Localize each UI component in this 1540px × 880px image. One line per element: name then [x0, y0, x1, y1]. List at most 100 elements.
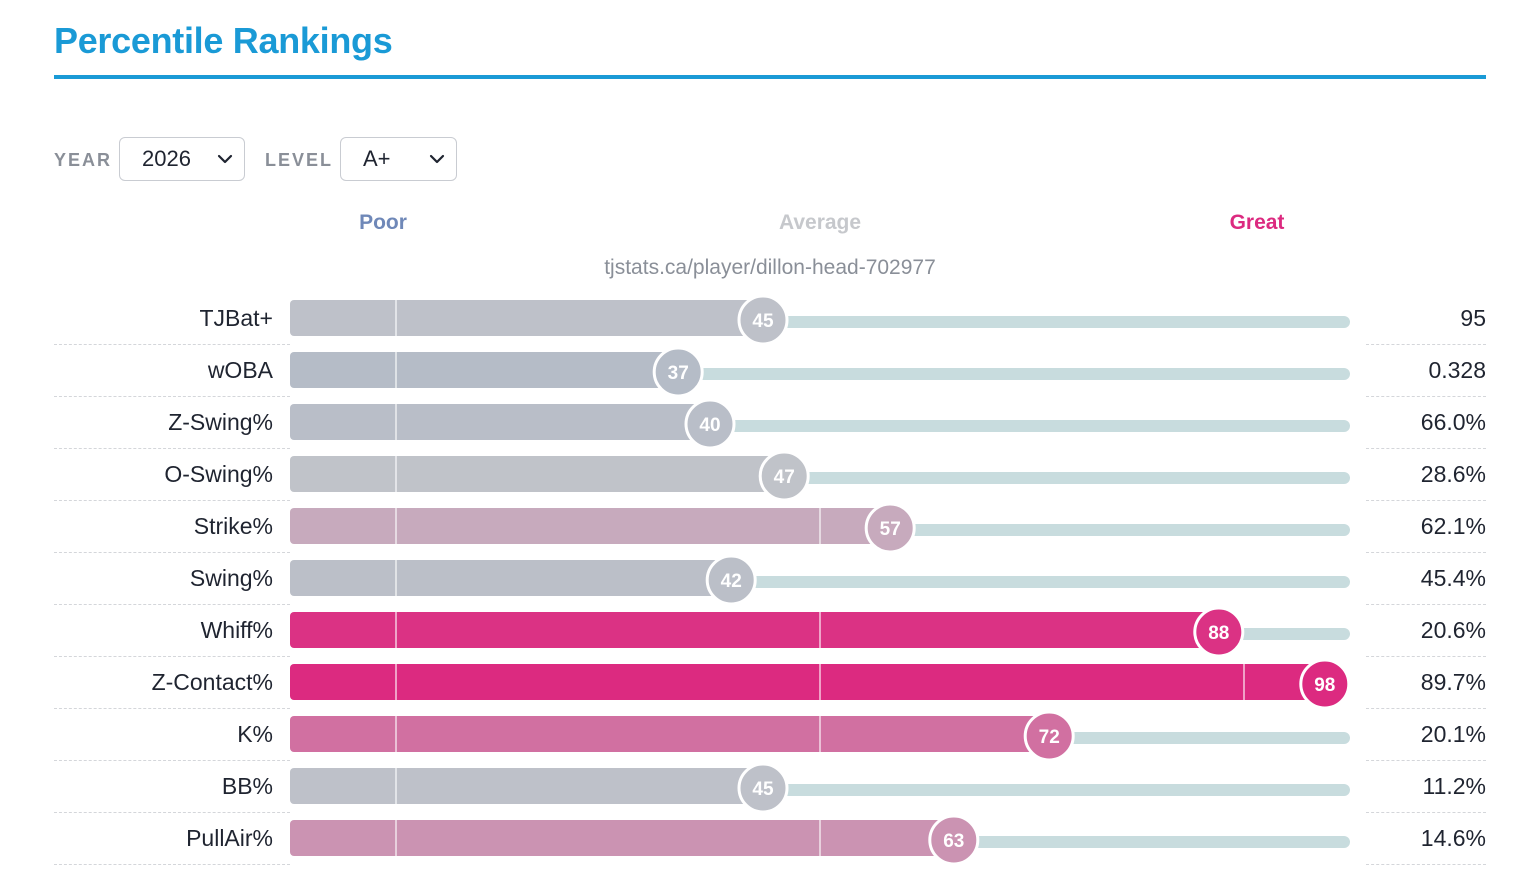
- row-divider: [1366, 344, 1486, 345]
- legend-average: Average: [778, 211, 862, 234]
- year-label: YEAR: [54, 150, 113, 170]
- source-url: tjstats.ca/player/dillon-head-702977: [604, 256, 936, 279]
- year-select[interactable]: 2026: [119, 137, 245, 181]
- stat-label: Swing%: [189, 565, 273, 591]
- row-divider: [1366, 396, 1486, 397]
- row-divider: [1366, 500, 1486, 501]
- stat-value: 11.2%: [1422, 773, 1486, 799]
- percentile-bubble: [684, 398, 736, 450]
- stat-value: 0.328: [1428, 357, 1486, 383]
- percentile-bubble: [928, 814, 980, 866]
- table-row: O-Swing% 28.6%: [0, 456, 1540, 508]
- percentile-bubble: [864, 502, 916, 554]
- percentile-label: 47: [774, 467, 795, 488]
- percentile-bar: [290, 352, 683, 388]
- stat-value: 14.6%: [1420, 825, 1486, 851]
- level-select[interactable]: A+: [340, 137, 457, 181]
- row-divider: [1366, 552, 1486, 553]
- percentile-label: 57: [880, 519, 901, 540]
- percentile-bar: [290, 456, 789, 492]
- stat-value: 20.1%: [1420, 721, 1486, 747]
- percentile-bar: [290, 300, 767, 336]
- stat-value: 89.7%: [1420, 669, 1486, 695]
- percentile-label: 45: [752, 779, 774, 800]
- row-divider: [54, 864, 290, 865]
- percentile-label: 88: [1208, 623, 1229, 644]
- stat-label: PullAir%: [186, 825, 273, 851]
- table-row: K% 20.1%: [0, 716, 1540, 768]
- percentile-bar: [290, 664, 1329, 700]
- table-row: BB% 11.2%: [0, 768, 1540, 820]
- percentile-bubble: [1023, 710, 1075, 762]
- chevron-down-icon: [217, 154, 233, 164]
- year-select-value: 2026: [142, 146, 191, 171]
- stat-label: wOBA: [207, 357, 273, 383]
- percentile-bubble: [652, 346, 704, 398]
- percentile-label: 40: [699, 415, 720, 436]
- stat-label: TJBat+: [199, 305, 273, 331]
- percentile-bar: [290, 612, 1223, 648]
- row-divider: [1366, 864, 1486, 865]
- level-label: LEVEL: [265, 150, 334, 170]
- table-row: PullAir% 14.6%: [0, 820, 1540, 872]
- percentile-label: 72: [1039, 727, 1060, 748]
- stat-value: 28.6%: [1420, 461, 1486, 487]
- row-divider: [1366, 708, 1486, 709]
- percentile-bar: [290, 560, 736, 596]
- table-row: Whiff% 20.6%: [0, 612, 1540, 664]
- percentile-bubble: [705, 554, 757, 606]
- stat-value: 20.6%: [1420, 617, 1486, 643]
- table-row: Swing% 45.4%: [0, 560, 1540, 612]
- row-divider: [1366, 656, 1486, 657]
- percentile-label: 37: [668, 363, 689, 384]
- stat-label: BB%: [221, 773, 273, 799]
- row-divider: [54, 448, 290, 449]
- percentile-label: 98: [1314, 675, 1335, 696]
- stat-label: Z-Swing%: [168, 409, 273, 435]
- row-divider: [54, 708, 290, 709]
- level-select-value: A+: [363, 146, 391, 171]
- row-divider: [54, 552, 290, 553]
- percentile-bar: [290, 716, 1054, 752]
- percentile-bubble: [1299, 658, 1351, 710]
- stat-label: O-Swing%: [164, 461, 273, 487]
- row-divider: [54, 396, 290, 397]
- legend-poor: Poor: [359, 211, 407, 234]
- stat-value: 62.1%: [1420, 513, 1486, 539]
- percentile-label: 45: [752, 311, 774, 332]
- table-row: Z-Contact% 89.7%: [0, 664, 1540, 716]
- chevron-down-icon: [429, 154, 445, 164]
- legend-great: Great: [1229, 211, 1285, 234]
- percentile-bar: [290, 404, 714, 440]
- row-divider: [54, 344, 290, 345]
- percentile-bubble: [1193, 606, 1245, 658]
- percentile-bubble: [737, 762, 789, 814]
- row-divider: [54, 656, 290, 657]
- page-title: Percentile Rankings: [54, 20, 393, 61]
- row-divider: [54, 760, 290, 761]
- percentile-bar: [290, 820, 958, 856]
- title-underline: [54, 75, 1486, 79]
- percentile-bubble: [737, 294, 789, 346]
- stat-value: 95: [1460, 305, 1486, 331]
- percentile-label: 63: [943, 831, 964, 852]
- stat-label: Z-Contact%: [151, 669, 273, 695]
- table-row: Z-Swing% 66.0%: [0, 404, 1540, 456]
- percentile-bubble: [758, 450, 810, 502]
- percentile-bar: [290, 508, 895, 544]
- row-divider: [1366, 604, 1486, 605]
- stat-label: Strike%: [193, 513, 273, 539]
- stat-label: Whiff%: [200, 617, 273, 643]
- percentile-label: 42: [721, 571, 742, 592]
- row-divider: [54, 500, 290, 501]
- row-divider: [54, 812, 290, 813]
- table-row: TJBat+ 95: [0, 300, 1540, 352]
- percentile-bar: [290, 768, 767, 804]
- stat-value: 66.0%: [1420, 409, 1486, 435]
- table-row: wOBA 0.328: [0, 352, 1540, 404]
- row-divider: [54, 604, 290, 605]
- stat-value: 45.4%: [1420, 565, 1486, 591]
- row-divider: [1366, 760, 1486, 761]
- table-row: Strike% 62.1%: [0, 508, 1540, 560]
